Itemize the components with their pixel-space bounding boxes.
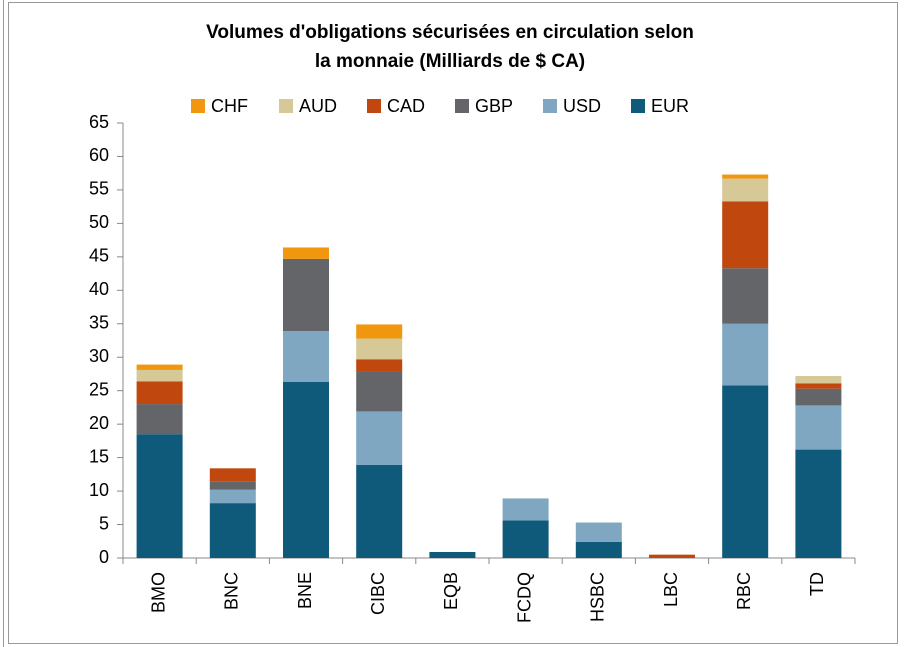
y-tick-label: 50 <box>89 212 109 232</box>
x-tick-label: LBC <box>661 572 681 607</box>
bar-segment <box>136 404 183 435</box>
x-tick-label: BNC <box>222 572 242 610</box>
chart-title: Volumes d'obligations sécurisées en circ… <box>206 22 694 43</box>
y-tick-label: 15 <box>89 446 109 466</box>
legend-label: EUR <box>651 96 689 116</box>
bar-segment <box>795 375 842 384</box>
bar-segment <box>136 381 183 405</box>
bar-segment <box>283 381 329 558</box>
legend-label: CHF <box>211 96 248 116</box>
bar-segment <box>283 331 329 382</box>
bar-segment <box>502 520 549 558</box>
legend-swatch <box>279 99 293 113</box>
y-tick-label: 25 <box>89 379 109 399</box>
bar-segment <box>502 498 549 521</box>
y-tick-label: 65 <box>89 112 109 132</box>
x-tick-label: BNE <box>295 572 315 609</box>
bar-segment <box>209 503 256 558</box>
bar-segment <box>722 268 769 324</box>
legend-swatch <box>543 99 557 113</box>
x-tick-label: CIBC <box>368 572 388 615</box>
x-tick-label: TD <box>807 572 827 596</box>
x-tick-label: FCDQ <box>514 572 534 623</box>
x-tick-label: BMO <box>148 572 168 613</box>
bar-segment <box>575 522 622 542</box>
legend-swatch <box>631 99 645 113</box>
bar-segment <box>209 481 256 490</box>
y-tick-label: 20 <box>89 413 109 433</box>
bar-segment <box>722 178 769 202</box>
legend-label: GBP <box>475 96 513 116</box>
bar-segment <box>722 174 769 179</box>
bar-segment <box>356 324 403 339</box>
x-tick-label: EQB <box>441 572 461 610</box>
bar-segment <box>136 369 183 382</box>
legend-label: USD <box>563 96 601 116</box>
bar-segment <box>575 541 622 558</box>
legend-swatch <box>455 99 469 113</box>
bar-segment <box>795 388 842 406</box>
bar-segment <box>209 489 256 504</box>
x-tick-label: HSBC <box>588 572 608 622</box>
y-tick-label: 10 <box>89 480 109 500</box>
legend-swatch <box>367 99 381 113</box>
y-tick-label: 45 <box>89 246 109 266</box>
bar-segment <box>795 383 842 389</box>
bar-segment <box>283 258 329 332</box>
bar-segment <box>356 371 403 412</box>
bar-segment <box>209 468 256 482</box>
bar-segment <box>356 338 403 360</box>
y-tick-label: 5 <box>99 513 109 533</box>
y-tick-label: 30 <box>89 346 109 366</box>
legend-label: CAD <box>387 96 425 116</box>
y-tick-label: 40 <box>89 279 109 299</box>
y-tick-label: 0 <box>99 547 109 567</box>
bar-segment <box>356 464 403 558</box>
bar-segment <box>722 201 769 269</box>
bar-segment <box>356 359 403 372</box>
bar-segment <box>795 405 842 450</box>
legend-label: AUD <box>299 96 337 116</box>
bar-segment <box>795 449 842 558</box>
bar-segment <box>283 247 329 259</box>
y-tick-label: 60 <box>89 145 109 165</box>
bar-segment <box>356 411 403 465</box>
bar-segment <box>722 323 769 386</box>
bar-segment <box>649 554 695 558</box>
y-tick-label: 55 <box>89 179 109 199</box>
bar-segment <box>136 364 183 370</box>
x-tick-label: RBC <box>734 572 754 610</box>
legend-swatch <box>191 99 205 113</box>
chart-title: la monnaie (Milliards de $ CA) <box>315 51 585 72</box>
bar-segment <box>136 434 183 558</box>
bar-segment <box>429 551 476 558</box>
y-tick-label: 35 <box>89 313 109 333</box>
bar-segment <box>722 385 769 558</box>
